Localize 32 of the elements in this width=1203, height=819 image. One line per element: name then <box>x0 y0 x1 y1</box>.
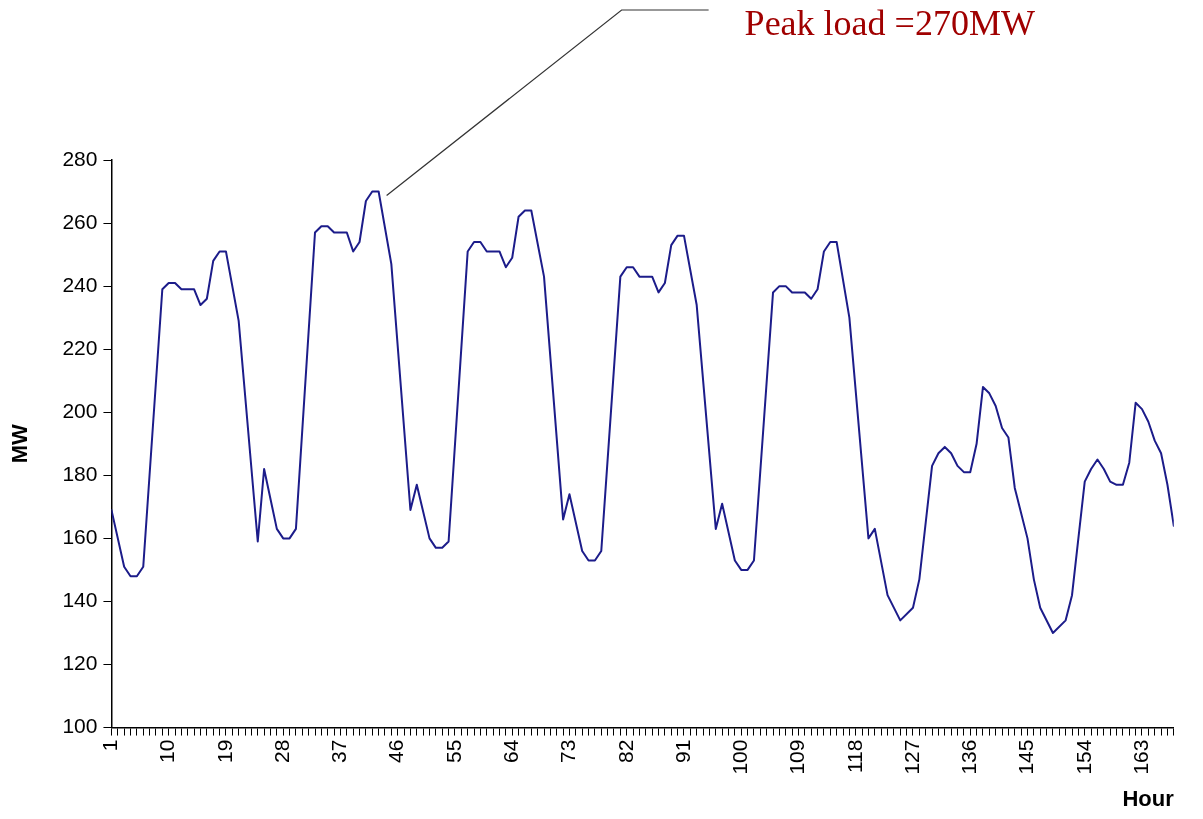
x-tick-label: 100 <box>728 739 752 775</box>
y-tick-label: 280 <box>62 146 98 170</box>
y-tick-label: 160 <box>62 525 98 549</box>
annotation: Peak load =270MW <box>744 3 1035 44</box>
y-tick-label: 260 <box>62 209 98 233</box>
x-tick-label: 82 <box>613 739 637 763</box>
x-tick-label: 91 <box>670 739 694 763</box>
y-tick-label: 180 <box>62 462 98 486</box>
x-tick-label: 163 <box>1128 739 1152 775</box>
y-tick-label: 100 <box>62 714 98 738</box>
x-tick-label: 10 <box>155 739 179 763</box>
x-tick-label: 1 <box>98 739 122 752</box>
y-tick-label: 220 <box>62 335 98 359</box>
x-tick-label: 127 <box>899 739 923 775</box>
x-tick-label: 64 <box>499 739 523 763</box>
y-axis-title: MW <box>7 424 33 464</box>
x-tick-label: 28 <box>269 739 293 763</box>
x-tick-label: 109 <box>785 739 809 775</box>
y-tick-label: 200 <box>62 399 98 423</box>
x-axis-title: Hour <box>1122 785 1175 811</box>
x-tick-label: 136 <box>957 739 981 775</box>
x-tick-label: 55 <box>441 739 465 763</box>
y-tick-label: 120 <box>62 651 98 675</box>
x-tick-label: 145 <box>1014 739 1038 775</box>
y-tick-label: 140 <box>62 588 98 612</box>
x-tick-label: 154 <box>1071 739 1095 775</box>
x-tick-label: 37 <box>327 739 351 763</box>
y-tick-label: 240 <box>62 272 98 296</box>
x-tick-label: 73 <box>556 739 580 763</box>
x-tick-label: 118 <box>842 739 866 774</box>
x-tick-label: 46 <box>384 739 408 763</box>
x-tick-label: 19 <box>212 739 236 763</box>
